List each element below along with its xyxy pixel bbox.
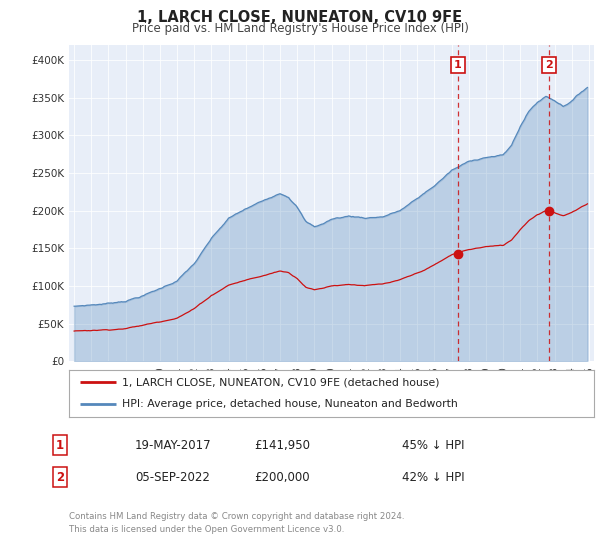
Text: 2: 2 xyxy=(56,470,64,484)
Text: 45% ↓ HPI: 45% ↓ HPI xyxy=(402,438,464,452)
Text: Price paid vs. HM Land Registry's House Price Index (HPI): Price paid vs. HM Land Registry's House … xyxy=(131,22,469,35)
Text: 1, LARCH CLOSE, NUNEATON, CV10 9FE (detached house): 1, LARCH CLOSE, NUNEATON, CV10 9FE (deta… xyxy=(121,377,439,388)
Text: 1, LARCH CLOSE, NUNEATON, CV10 9FE: 1, LARCH CLOSE, NUNEATON, CV10 9FE xyxy=(137,10,463,25)
Text: 42% ↓ HPI: 42% ↓ HPI xyxy=(402,470,464,484)
Text: £141,950: £141,950 xyxy=(254,438,310,452)
Text: HPI: Average price, detached house, Nuneaton and Bedworth: HPI: Average price, detached house, Nune… xyxy=(121,399,457,409)
Text: £200,000: £200,000 xyxy=(254,470,310,484)
Text: This data is licensed under the Open Government Licence v3.0.: This data is licensed under the Open Gov… xyxy=(69,525,344,534)
Text: Contains HM Land Registry data © Crown copyright and database right 2024.: Contains HM Land Registry data © Crown c… xyxy=(69,512,404,521)
Text: 2: 2 xyxy=(545,60,553,70)
Text: 05-SEP-2022: 05-SEP-2022 xyxy=(135,470,210,484)
Text: 1: 1 xyxy=(454,60,462,70)
Text: 19-MAY-2017: 19-MAY-2017 xyxy=(135,438,212,452)
Text: 1: 1 xyxy=(56,438,64,452)
